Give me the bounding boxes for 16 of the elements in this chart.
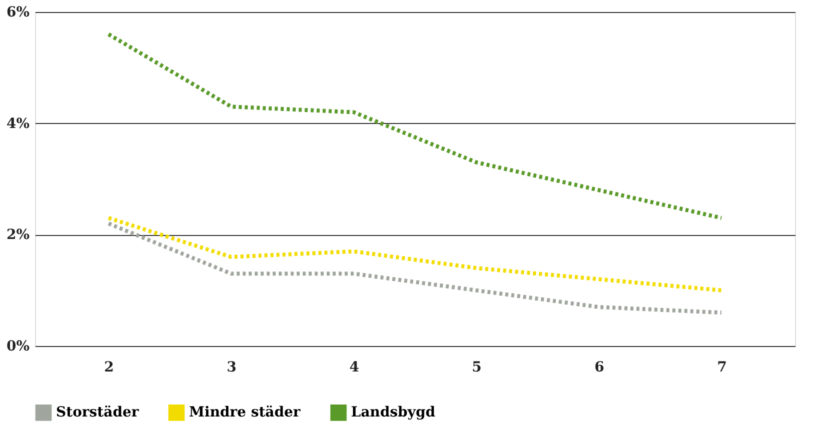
y-tick-label: 6%: [6, 4, 30, 20]
line-series: [106, 216, 724, 292]
legend-label: Mindre städer: [189, 404, 302, 421]
x-tick-label: 3: [226, 360, 237, 376]
x-tick-label: 4: [349, 360, 360, 376]
x-tick-label: 7: [717, 360, 727, 376]
y-tick-label: 2%: [6, 227, 30, 244]
line-series: [106, 222, 724, 315]
x-tick-label: 6: [594, 360, 604, 376]
legend-label: Landsbygd: [351, 404, 436, 421]
y-tick-label: 4%: [6, 116, 30, 132]
y-tick-label: 0%: [6, 338, 30, 354]
x-tick-label: 5: [472, 360, 482, 376]
x-tick-label: 2: [104, 360, 114, 376]
line-series: [106, 32, 724, 220]
legend-label: Storstäder: [56, 404, 140, 421]
